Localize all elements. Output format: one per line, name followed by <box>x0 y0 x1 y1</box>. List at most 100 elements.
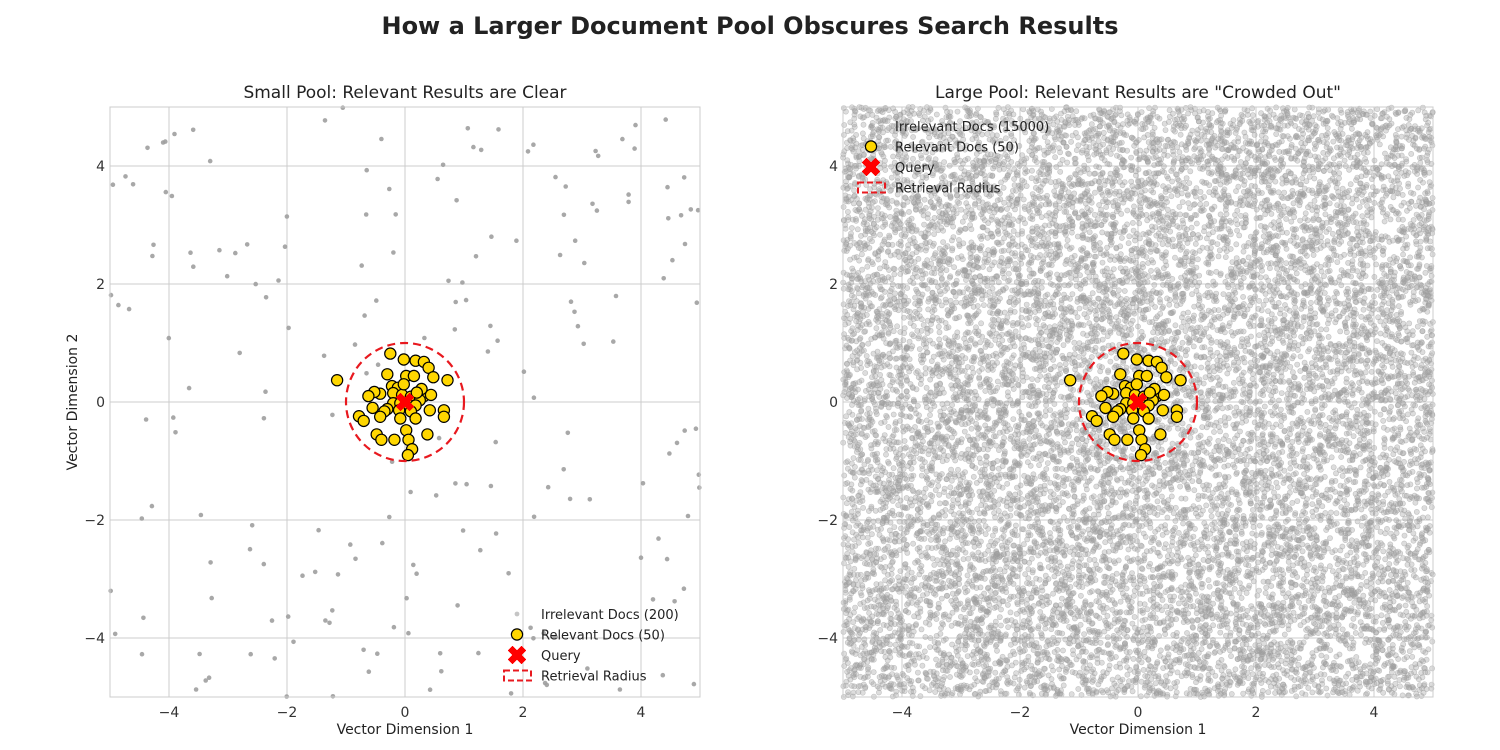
irrelevant-point <box>581 341 586 347</box>
small-query-marker <box>395 392 415 412</box>
irrelevant-point <box>1205 577 1212 584</box>
irrelevant-point <box>364 371 369 376</box>
irrelevant-point <box>620 136 625 142</box>
irrelevant-point <box>660 672 666 678</box>
irrelevant-point <box>1017 445 1024 452</box>
irrelevant-point <box>249 523 255 528</box>
irrelevant-point <box>1343 430 1350 437</box>
irrelevant-point <box>387 186 392 192</box>
irrelevant-point <box>1395 303 1402 310</box>
irrelevant-point <box>316 527 321 533</box>
irrelevant-point <box>1254 424 1261 431</box>
irrelevant-point <box>300 573 305 578</box>
irrelevant-point <box>286 325 291 331</box>
irrelevant-point <box>1225 507 1231 514</box>
irrelevant-point <box>1126 233 1133 240</box>
relevant-point <box>407 369 421 383</box>
irrelevant-point <box>427 687 433 692</box>
irrelevant-point <box>375 651 380 656</box>
small-pool-panel: Small Pool: Relevant Results are Clear −… <box>65 83 702 738</box>
irrelevant-point <box>362 313 367 318</box>
irrelevant-point <box>340 105 346 110</box>
irrelevant-point <box>1233 217 1239 223</box>
irrelevant-point <box>1079 114 1086 121</box>
irrelevant-point <box>611 339 616 344</box>
irrelevant-point <box>1088 121 1095 128</box>
irrelevant-point <box>1219 502 1226 509</box>
irrelevant-point <box>585 666 590 671</box>
irrelevant-point <box>851 565 858 572</box>
irrelevant-point <box>1391 606 1398 613</box>
query-point <box>395 392 415 412</box>
relevant-point <box>401 448 415 462</box>
irrelevant-point <box>1289 355 1296 362</box>
irrelevant-point <box>435 176 440 182</box>
small-retrieval-radius <box>344 341 466 463</box>
irrelevant-point <box>1038 166 1045 173</box>
irrelevant-point <box>1118 112 1125 119</box>
irrelevant-point <box>330 694 336 699</box>
irrelevant-point <box>263 295 269 300</box>
irrelevant-point <box>685 513 691 519</box>
irrelevant-point <box>1097 184 1103 191</box>
irrelevant-point <box>209 595 214 601</box>
irrelevant-point <box>1080 330 1086 337</box>
irrelevant-point <box>145 145 150 151</box>
irrelevant-point <box>1291 106 1298 113</box>
irrelevant-point <box>1125 424 1132 431</box>
irrelevant-point <box>110 182 116 187</box>
irrelevant-point <box>1019 177 1026 184</box>
legend-irrelevant-marker <box>514 611 520 617</box>
small-x-tick-labels: −4 −2 0 2 4 <box>159 705 646 721</box>
irrelevant-point <box>284 214 290 219</box>
irrelevant-point <box>123 174 128 179</box>
irrelevant-point <box>960 556 967 563</box>
irrelevant-point <box>531 142 536 147</box>
irrelevant-point <box>842 589 849 596</box>
irrelevant-point <box>850 455 857 461</box>
small-y-tick-label: 2 <box>96 277 105 293</box>
irrelevant-point <box>1093 376 1100 383</box>
irrelevant-point <box>582 260 587 266</box>
irrelevant-point <box>1390 194 1397 201</box>
irrelevant-point <box>682 428 687 433</box>
irrelevant-point <box>638 555 644 560</box>
relevant-point <box>330 374 344 387</box>
irrelevant-point <box>237 350 242 356</box>
irrelevant-point <box>843 108 849 115</box>
irrelevant-point <box>380 540 385 546</box>
irrelevant-point <box>188 250 193 255</box>
irrelevant-point <box>197 651 202 657</box>
irrelevant-point <box>528 625 533 631</box>
irrelevant-point <box>590 201 595 207</box>
relevant-point <box>437 410 451 423</box>
irrelevant-point <box>322 118 328 123</box>
irrelevant-point <box>678 213 684 218</box>
irrelevant-point <box>664 556 670 562</box>
irrelevant-point <box>1015 381 1021 388</box>
irrelevant-point <box>1236 232 1243 239</box>
irrelevant-point <box>925 298 932 305</box>
relevant-point <box>423 404 436 417</box>
irrelevant-point <box>594 208 600 213</box>
irrelevant-point <box>1251 131 1258 138</box>
irrelevant-point <box>891 524 898 530</box>
irrelevant-point <box>970 655 977 661</box>
irrelevant-point <box>464 481 469 487</box>
irrelevant-point <box>1295 347 1301 353</box>
irrelevant-point <box>1429 638 1436 645</box>
irrelevant-point <box>950 234 957 240</box>
irrelevant-point <box>1005 270 1012 277</box>
irrelevant-point <box>1344 501 1350 508</box>
irrelevant-point <box>208 560 213 565</box>
irrelevant-point <box>506 571 511 576</box>
irrelevant-point <box>224 273 230 279</box>
irrelevant-point <box>437 651 443 656</box>
irrelevant-point <box>436 435 442 441</box>
irrelevant-point <box>856 290 862 297</box>
irrelevant-point <box>1156 633 1162 639</box>
irrelevant-point <box>1026 402 1032 409</box>
irrelevant-point <box>1106 596 1112 603</box>
irrelevant-point <box>1421 505 1428 511</box>
